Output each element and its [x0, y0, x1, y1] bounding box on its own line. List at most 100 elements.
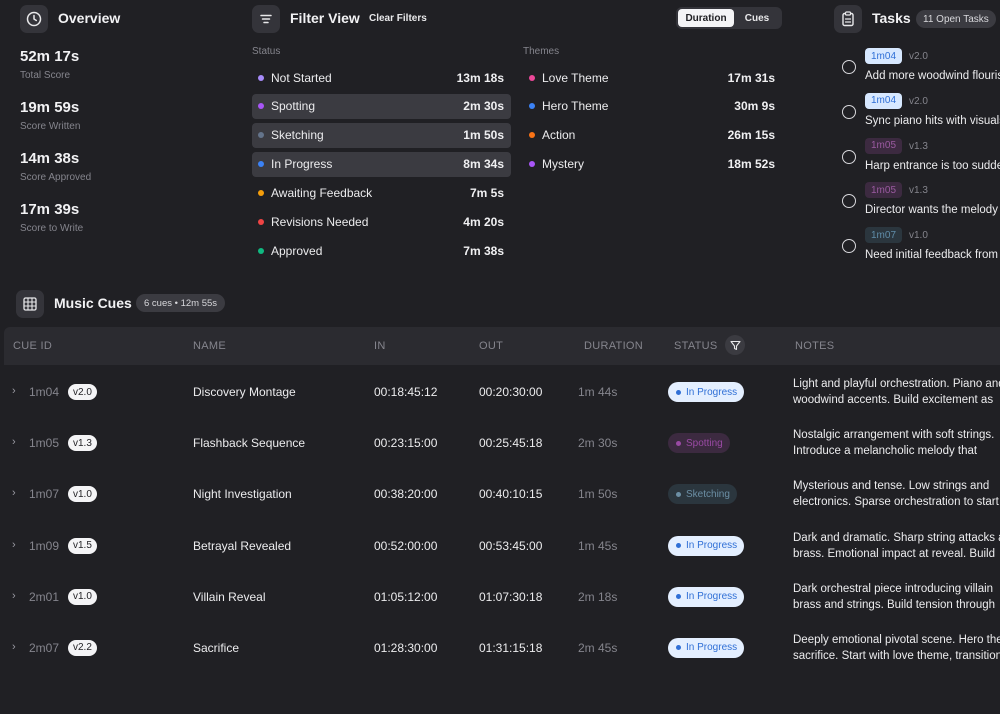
- stat-label: Score to Write: [20, 223, 84, 234]
- status-dot: [258, 103, 264, 110]
- notes-line: sacrifice. Start with love theme, transi…: [793, 649, 1000, 662]
- task-cue-tag[interactable]: 1m04: [865, 48, 903, 64]
- status-filter-item[interactable]: Awaiting Feedback 7m 5s: [252, 180, 511, 205]
- status-filter-item[interactable]: Spotting 2m 30s: [252, 93, 511, 119]
- view-mode-toggle: Duration Cues: [676, 7, 782, 29]
- status-label: In Progress: [686, 540, 738, 552]
- version-badge: v1.0: [68, 486, 97, 503]
- theme-name: Action: [542, 128, 576, 143]
- theme-filter-item[interactable]: Hero Theme 30m 9s: [523, 94, 782, 119]
- chevron-right-icon[interactable]: ›: [12, 589, 16, 602]
- col-cue-id[interactable]: CUE ID: [13, 340, 53, 352]
- col-out[interactable]: OUT: [479, 340, 504, 352]
- cue-notes: Light and playful orchestration. Piano a…: [793, 376, 1000, 408]
- col-in[interactable]: IN: [374, 340, 386, 352]
- status-filter-item[interactable]: Sketching 1m 50s: [252, 122, 511, 148]
- task-checkbox[interactable]: [842, 194, 856, 209]
- task-version: v2.0: [909, 51, 928, 62]
- table-row[interactable]: › 1m04 v2.0 Discovery Montage 00:18:45:12 00:…: [0, 366, 1000, 417]
- task-item: 1m05 v1.3 Harp entrance is too sudden: [838, 136, 1000, 181]
- status-duration: 13m 18s: [456, 70, 504, 85]
- task-cue-tag[interactable]: 1m07: [865, 227, 903, 244]
- chevron-right-icon[interactable]: ›: [12, 487, 16, 500]
- cue-notes: Mysterious and tense. Low strings and ele…: [793, 478, 1000, 510]
- task-item: 1m05 v1.3 Director wants the melody: [838, 180, 1000, 225]
- cues-table-body: › 1m04 v2.0 Discovery Montage 00:18:45:12 00:…: [0, 366, 1000, 673]
- theme-filter-item[interactable]: Mystery 18m 52s: [523, 152, 782, 177]
- cue-out-time: 00:40:10:15: [479, 487, 543, 502]
- status-filter-item[interactable]: Approved 7m 38s: [252, 238, 511, 263]
- status-label: Sketching: [686, 488, 730, 500]
- stat-score-approved: 14m 38s Score Approved: [20, 150, 230, 201]
- tasks-title: Tasks: [872, 10, 911, 26]
- clock-icon: [20, 5, 48, 33]
- status-badge[interactable]: In Progress: [668, 637, 745, 658]
- theme-filter-item[interactable]: Love Theme 17m 31s: [523, 65, 782, 90]
- status-badge[interactable]: In Progress: [668, 535, 745, 556]
- task-text[interactable]: Need initial feedback from: [865, 249, 998, 260]
- cue-notes: Nostalgic arrangement with soft strings.…: [793, 427, 1000, 459]
- table-row[interactable]: › 2m01 v1.0 Villain Reveal 01:05:12:00 01:07:…: [0, 571, 1000, 622]
- task-item: 1m04 v2.0 Sync piano hits with visuals: [838, 91, 1000, 136]
- task-checkbox[interactable]: [842, 239, 856, 254]
- overview-stats: 52m 17s Total Score 19m 59s Score Writte…: [20, 48, 230, 252]
- status-badge[interactable]: Sketching: [668, 484, 737, 505]
- table-row[interactable]: › 2m07 v2.2 Sacrifice 01:28:30:00 01:31:15:18…: [0, 622, 1000, 673]
- filter-lines-icon: [252, 5, 280, 33]
- col-name[interactable]: NAME: [193, 340, 226, 352]
- table-row[interactable]: › 1m07 v1.0 Night Investigation 00:38:20:00 0…: [0, 468, 1000, 519]
- notes-line: Introduce a melancholic melody that: [793, 445, 978, 458]
- notes-line: Deeply emotional pivotal scene. Hero the…: [793, 633, 1000, 646]
- status-filter-icon[interactable]: [725, 335, 745, 355]
- task-cue-tag[interactable]: 1m04: [865, 92, 903, 109]
- status-dot: [676, 491, 681, 497]
- chevron-right-icon[interactable]: ›: [12, 436, 16, 449]
- cue-name: Flashback Sequence: [193, 436, 306, 451]
- chevron-right-icon[interactable]: ›: [12, 385, 16, 397]
- task-text[interactable]: Sync piano hits with visuals: [865, 114, 1000, 127]
- task-cue-tag[interactable]: 1m05: [865, 137, 903, 154]
- version-badge: v1.3: [68, 435, 97, 452]
- table-row[interactable]: › 1m05 v1.3 Flashback Sequence 00:23:15:00 00…: [0, 417, 1000, 468]
- stat-value: 14m 38s: [20, 150, 80, 167]
- cue-name: Betrayal Revealed: [193, 538, 292, 553]
- col-duration[interactable]: DURATION: [584, 340, 644, 352]
- theme-name: Love Theme: [542, 70, 609, 85]
- open-tasks-badge: 11 Open Tasks: [916, 10, 996, 28]
- cue-notes: Deeply emotional pivotal scene. Hero the…: [793, 632, 1000, 664]
- status-name: Not Started: [271, 70, 332, 85]
- status-filter-item[interactable]: In Progress 8m 34s: [252, 151, 511, 177]
- status-duration: 7m 5s: [469, 185, 504, 200]
- status-badge[interactable]: In Progress: [668, 586, 745, 607]
- clipboard-icon: [834, 5, 862, 33]
- themes-heading: Themes: [523, 46, 560, 57]
- theme-filter-item[interactable]: Action 26m 15s: [523, 123, 782, 148]
- status-filter-item[interactable]: Not Started 13m 18s: [252, 65, 511, 90]
- cue-notes: Dark orchestral piece introducing villai…: [793, 581, 1000, 613]
- status-filter-item[interactable]: Revisions Needed 4m 20s: [252, 209, 511, 234]
- task-checkbox[interactable]: [842, 149, 856, 164]
- cue-duration: 2m 18s: [578, 589, 618, 604]
- task-cue-tag[interactable]: 1m05: [865, 182, 903, 199]
- cues-toggle-button[interactable]: Cues: [744, 12, 770, 24]
- status-badge[interactable]: Spotting: [668, 433, 730, 454]
- task-text[interactable]: Harp entrance is too sudden: [865, 159, 1000, 172]
- chevron-right-icon[interactable]: ›: [12, 640, 16, 653]
- cue-id: 1m09: [29, 538, 60, 553]
- task-text[interactable]: Director wants the melody: [865, 204, 998, 217]
- col-notes[interactable]: NOTES: [795, 340, 835, 352]
- status-badge[interactable]: In Progress: [668, 382, 745, 402]
- status-heading: Status: [252, 46, 281, 57]
- version-badge: v2.2: [68, 639, 97, 656]
- col-status[interactable]: STATUS: [674, 340, 718, 352]
- cue-duration: 2m 30s: [578, 436, 618, 451]
- clear-filters-button[interactable]: Clear Filters: [369, 13, 427, 24]
- task-checkbox[interactable]: [842, 104, 856, 119]
- chevron-right-icon[interactable]: ›: [12, 538, 16, 551]
- task-text[interactable]: Add more woodwind flourishes: [865, 70, 1000, 82]
- task-checkbox[interactable]: [842, 60, 856, 74]
- duration-toggle-button[interactable]: Duration: [678, 9, 734, 27]
- stat-score-written: 19m 59s Score Written: [20, 99, 230, 150]
- table-row[interactable]: › 1m09 v1.5 Betrayal Revealed 00:52:00:00 00:…: [0, 520, 1000, 571]
- cue-id: 1m04: [29, 385, 60, 399]
